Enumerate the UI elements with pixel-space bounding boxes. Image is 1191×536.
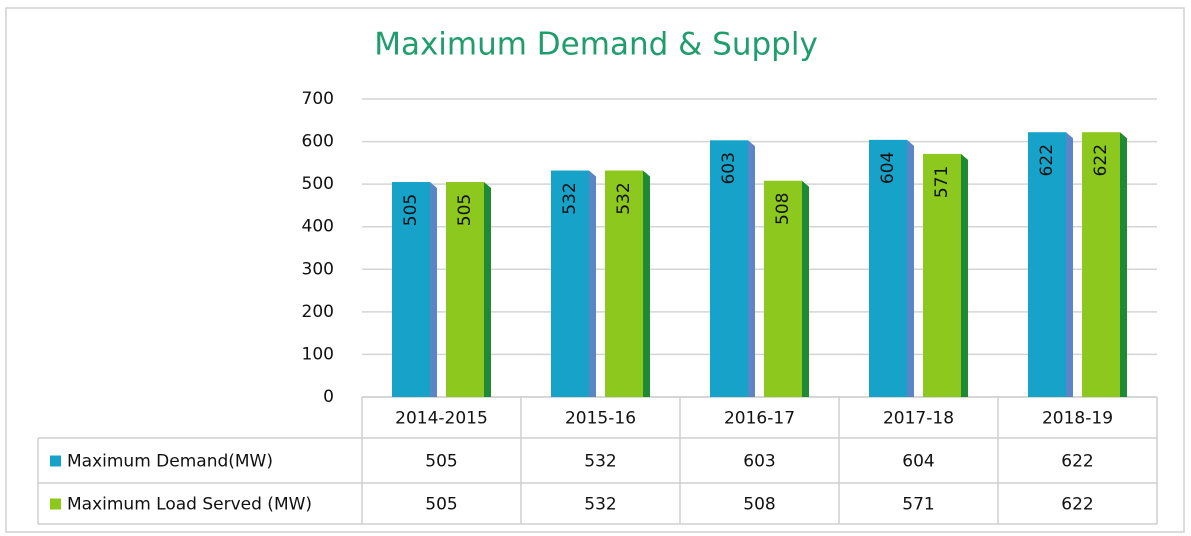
bar: [764, 180, 802, 397]
table-cell: 603: [743, 452, 775, 472]
data-label: 604: [878, 152, 898, 184]
table-cell: 508: [743, 495, 775, 515]
table-cell: 532: [584, 495, 616, 515]
bar: [1082, 132, 1120, 397]
y-tick-label: 600: [302, 132, 334, 152]
bar-side: [748, 140, 755, 397]
x-tick-label: 2015-16: [565, 409, 636, 429]
data-label: 505: [455, 194, 475, 226]
chart-frame: [5, 7, 1185, 533]
table-cell: 505: [425, 452, 457, 472]
chart-title: Maximum Demand & Supply: [374, 27, 818, 63]
y-tick-label: 700: [302, 89, 334, 109]
bar-side: [484, 182, 491, 397]
x-tick-label: 2017-18: [883, 409, 954, 429]
data-label: 505: [401, 194, 421, 226]
table-cell: 622: [1061, 452, 1093, 472]
table-cell: 532: [584, 452, 616, 472]
table-cell: 571: [902, 495, 934, 515]
bar: [923, 153, 961, 397]
table-cell: 622: [1061, 495, 1093, 515]
bar: [446, 182, 484, 397]
x-tick-label: 2014-2015: [395, 409, 488, 429]
bar: [1028, 132, 1066, 397]
y-tick-label: 100: [302, 344, 334, 364]
bar-side: [907, 139, 914, 397]
y-tick-label: 200: [302, 302, 334, 322]
legend-label: Maximum Load Served (MW): [67, 495, 312, 515]
data-label: 622: [1091, 144, 1111, 176]
y-tick-label: 400: [302, 217, 334, 237]
data-label: 532: [560, 182, 580, 214]
data-label: 508: [773, 193, 793, 225]
bar-side: [961, 153, 968, 397]
x-tick-label: 2016-17: [724, 409, 795, 429]
table-cell: 505: [425, 495, 457, 515]
x-tick-label: 2018-19: [1042, 409, 1113, 429]
data-label: 571: [932, 166, 952, 198]
legend-label: Maximum Demand(MW): [67, 452, 273, 472]
bar-side: [1066, 132, 1073, 397]
bar: [551, 170, 589, 397]
data-label: 622: [1037, 144, 1057, 176]
bar: [869, 139, 907, 397]
legend-swatch: [50, 498, 61, 510]
y-tick-label: 500: [302, 174, 334, 194]
table-cell: 604: [902, 452, 934, 472]
y-tick-label: 0: [323, 387, 334, 407]
bar-side: [430, 182, 437, 397]
bar: [605, 170, 643, 397]
bar-side: [802, 180, 809, 397]
y-tick-label: 300: [302, 259, 334, 279]
data-label: 603: [719, 152, 739, 184]
legend-swatch: [50, 455, 61, 467]
bar-side: [589, 170, 596, 397]
bar-side: [643, 170, 650, 397]
bar-side: [1120, 132, 1127, 397]
data-label: 532: [614, 182, 634, 214]
bar: [392, 182, 430, 397]
bar: [710, 140, 748, 397]
